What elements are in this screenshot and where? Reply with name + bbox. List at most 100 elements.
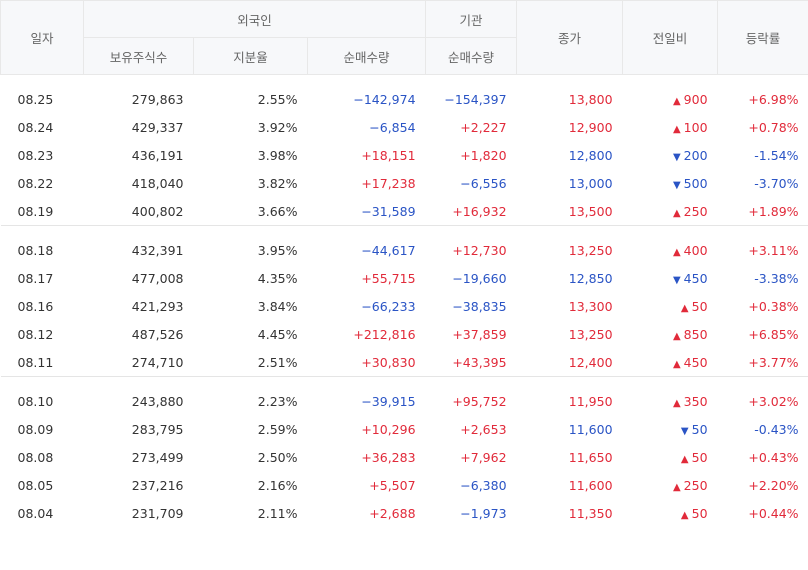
triangle-up-icon: ▲ xyxy=(672,95,681,107)
change-value: 850 xyxy=(683,326,708,342)
cell-date: 08.12 xyxy=(17,326,54,342)
cell-close: 13,800 xyxy=(568,91,613,107)
change-value: 500 xyxy=(683,175,708,191)
cell-foreign-net: +17,238 xyxy=(361,175,416,191)
cell-share: 2.11% xyxy=(257,505,298,521)
cell-date: 08.19 xyxy=(17,203,54,219)
cell-change: ▲ 250 xyxy=(623,471,718,499)
cell-change: ▲ 250 xyxy=(623,197,718,226)
group-spacer xyxy=(0,376,808,387)
cell-inst-net: +1,820 xyxy=(460,147,507,163)
table-row: 08.12 487,526 4.45% +212,816 +37,859 13,250 ▲ 8… xyxy=(1,320,808,348)
cell-share: 2.50% xyxy=(257,449,298,465)
header-date: 일자 xyxy=(0,0,84,75)
cell-close: 11,600 xyxy=(568,421,613,437)
cell-change: ▲ 450 xyxy=(623,348,718,377)
cell-foreign-net: −6,854 xyxy=(369,119,416,135)
cell-date: 08.04 xyxy=(17,505,54,521)
cell-holdings: 274,710 xyxy=(131,354,184,370)
triangle-up-icon: ▲ xyxy=(672,330,681,342)
cell-rate: +0.44% xyxy=(748,505,799,521)
header-change: 전일비 xyxy=(622,0,719,75)
table-row: 08.19 400,802 3.66% −31,589 +16,932 13,500 ▲ 25… xyxy=(1,197,808,226)
cell-inst-net: +2,653 xyxy=(460,421,507,437)
triangle-up-icon: ▲ xyxy=(680,453,689,465)
cell-share: 2.51% xyxy=(257,354,298,370)
cell-rate: +1.89% xyxy=(748,203,799,219)
cell-share: 4.35% xyxy=(257,270,298,286)
cell-share: 2.59% xyxy=(257,421,298,437)
cell-close: 11,650 xyxy=(568,449,613,465)
table-row: 08.25 279,863 2.55% −142,974 −154,397 13,800 ▲… xyxy=(1,85,808,113)
cell-inst-net: −154,397 xyxy=(444,91,507,107)
cell-foreign-net: +10,296 xyxy=(361,421,416,437)
table-row: 08.23 436,191 3.98% +18,151 +1,820 12,800 ▼ 200… xyxy=(1,141,808,169)
cell-foreign-net: +212,816 xyxy=(353,326,416,342)
triangle-up-icon: ▲ xyxy=(672,207,681,219)
cell-share: 3.82% xyxy=(257,175,298,191)
triangle-up-icon: ▲ xyxy=(680,509,689,521)
cell-change: ▼ 200 xyxy=(623,141,718,169)
cell-rate: +3.11% xyxy=(748,242,799,258)
cell-share: 2.55% xyxy=(257,91,298,107)
cell-holdings: 418,040 xyxy=(131,175,184,191)
cell-date: 08.11 xyxy=(17,354,54,370)
cell-date: 08.09 xyxy=(17,421,54,437)
cell-change: ▲ 100 xyxy=(623,113,718,141)
cell-foreign-net: +5,507 xyxy=(369,477,416,493)
table-row: 08.11 274,710 2.51% +30,830 +43,395 12,400 ▲ 45… xyxy=(1,348,808,377)
cell-inst-net: −6,380 xyxy=(460,477,507,493)
cell-date: 08.23 xyxy=(17,147,54,163)
cell-close: 13,250 xyxy=(568,242,613,258)
change-value: 400 xyxy=(683,242,708,258)
cell-change: ▼ 50 xyxy=(623,415,718,443)
cell-rate: +0.78% xyxy=(748,119,799,135)
cell-foreign-net: +2,688 xyxy=(369,505,416,521)
cell-foreign-net: −142,974 xyxy=(353,91,416,107)
cell-share: 3.98% xyxy=(257,147,298,163)
header-institution: 기관 xyxy=(425,0,518,38)
change-value: 100 xyxy=(683,119,708,135)
cell-close: 13,300 xyxy=(568,298,613,314)
triangle-up-icon: ▲ xyxy=(672,481,681,493)
cell-date: 08.24 xyxy=(17,119,54,135)
cell-foreign-net: −44,617 xyxy=(361,242,416,258)
cell-inst-net: −1,973 xyxy=(460,505,507,521)
triangle-down-icon: ▼ xyxy=(672,179,681,191)
cell-change: ▲ 900 xyxy=(623,85,718,113)
cell-change: ▼ 500 xyxy=(623,169,718,197)
cell-inst-net: +16,932 xyxy=(452,203,507,219)
cell-holdings: 432,391 xyxy=(131,242,184,258)
cell-foreign-net: −31,589 xyxy=(361,203,416,219)
cell-holdings: 429,337 xyxy=(131,119,184,135)
table-row: 08.22 418,040 3.82% +17,238 −6,556 13,000 ▼ 500… xyxy=(1,169,808,197)
cell-date: 08.05 xyxy=(17,477,54,493)
cell-inst-net: +43,395 xyxy=(452,354,507,370)
cell-rate: +6.98% xyxy=(748,91,799,107)
cell-inst-net: +12,730 xyxy=(452,242,507,258)
change-value: 350 xyxy=(683,393,708,409)
triangle-up-icon: ▲ xyxy=(680,302,689,314)
group-spacer xyxy=(1,75,808,86)
cell-date: 08.17 xyxy=(17,270,54,286)
cell-holdings: 421,293 xyxy=(131,298,184,314)
cell-change: ▲ 350 xyxy=(623,387,718,415)
cell-change: ▲ 400 xyxy=(623,236,718,264)
cell-close: 12,400 xyxy=(568,354,613,370)
table-row: 08.18 432,391 3.95% −44,617 +12,730 13,250 ▲ 40… xyxy=(1,236,808,264)
triangle-up-icon: ▲ xyxy=(672,246,681,258)
cell-inst-net: −19,660 xyxy=(452,270,507,286)
cell-holdings: 283,795 xyxy=(131,421,184,437)
cell-rate: +6.85% xyxy=(748,326,799,342)
change-value: 900 xyxy=(683,91,708,107)
header-share: 지분율 xyxy=(193,37,308,75)
cell-close: 11,950 xyxy=(568,393,613,409)
cell-holdings: 231,709 xyxy=(131,505,184,521)
cell-close: 13,250 xyxy=(568,326,613,342)
cell-inst-net: +95,752 xyxy=(452,393,507,409)
cell-change: ▲ 50 xyxy=(623,292,718,320)
cell-close: 11,600 xyxy=(568,477,613,493)
cell-close: 12,850 xyxy=(568,270,613,286)
table-row: 08.16 421,293 3.84% −66,233 −38,835 13,300 ▲ 50… xyxy=(1,292,808,320)
table-body: 08.25 279,863 2.55% −142,974 −154,397 13,800 ▲… xyxy=(0,75,808,528)
